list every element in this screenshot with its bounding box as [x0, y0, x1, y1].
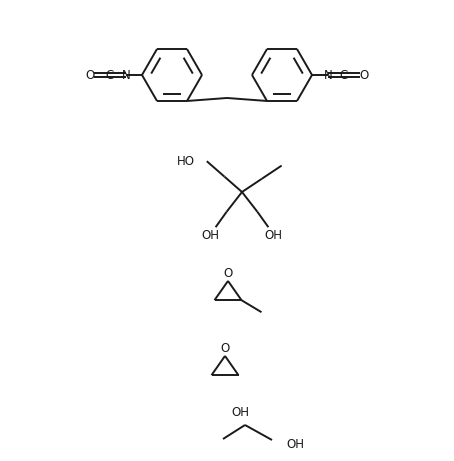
Text: O: O	[360, 69, 369, 82]
Text: C: C	[106, 69, 114, 82]
Text: OH: OH	[286, 438, 304, 451]
Text: N: N	[324, 69, 332, 82]
Text: O: O	[85, 69, 94, 82]
Text: N: N	[122, 69, 130, 82]
Text: OH: OH	[202, 229, 220, 242]
Text: OH: OH	[231, 407, 249, 420]
Text: O: O	[223, 267, 232, 280]
Text: HO: HO	[177, 155, 195, 168]
Text: O: O	[220, 343, 230, 355]
Text: C: C	[340, 69, 348, 82]
Text: OH: OH	[264, 229, 282, 242]
